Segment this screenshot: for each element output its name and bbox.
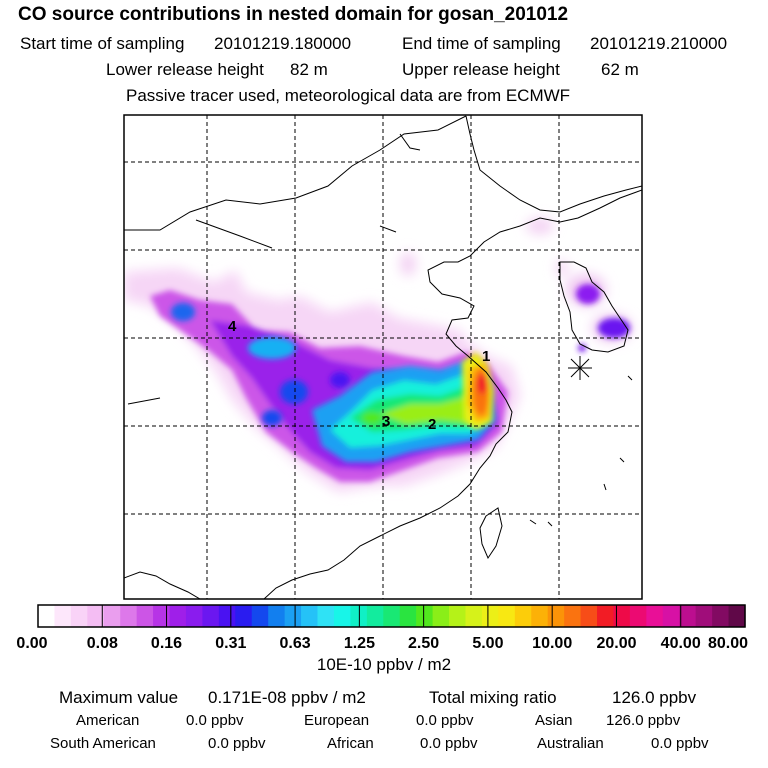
total-mixing-label: Total mixing ratio bbox=[429, 688, 557, 707]
colorbar-cell bbox=[54, 605, 72, 627]
colorbar-cell bbox=[613, 605, 631, 627]
max-value: 0.171E-08 ppbv / m2 bbox=[208, 688, 366, 707]
hotspot-label-2: 2 bbox=[428, 416, 436, 433]
colorbar-tick-label: 20.00 bbox=[596, 635, 636, 652]
colorbar-cell bbox=[629, 605, 647, 627]
colorbar-tick-label: 0.31 bbox=[215, 635, 246, 652]
colorbar-cell bbox=[728, 605, 746, 627]
region-name-african: African bbox=[327, 735, 374, 752]
colorbar-frame bbox=[37, 604, 746, 628]
colorbar-cell bbox=[333, 605, 351, 627]
colorbar-tick-label: 0.63 bbox=[280, 635, 311, 652]
colorbar-cell bbox=[547, 605, 565, 627]
end-time-value: 20101219.210000 bbox=[590, 34, 728, 53]
colorbar-cell bbox=[185, 605, 204, 627]
chart-title: CO source contributions in nested domain… bbox=[18, 4, 569, 25]
colorbar-tick-label: 0.16 bbox=[151, 635, 182, 652]
region-value-australian: 0.0 ppbv bbox=[651, 735, 709, 752]
colorbar-cell bbox=[498, 605, 516, 627]
region-value-african: 0.0 ppbv bbox=[420, 735, 478, 752]
total-mixing-value: 126.0 ppbv bbox=[612, 688, 697, 707]
colorbar-tick-label: 10.00 bbox=[532, 635, 572, 652]
colorbar-tick-labels: 0.00 0.08 0.16 0.31 0.63 1.25 2.50 5.00 10.00 20.… bbox=[16, 635, 748, 652]
colorbar-cell bbox=[514, 605, 532, 627]
end-time-label: End time of sampling bbox=[402, 34, 561, 53]
colorbar-tick-label: 1.25 bbox=[344, 635, 375, 652]
map-frame bbox=[123, 114, 643, 600]
region-value-european: 0.0 ppbv bbox=[416, 712, 474, 729]
colorbar-cell bbox=[399, 605, 417, 627]
colorbar-cell bbox=[70, 605, 88, 627]
colorbar-tick-label: 40.00 bbox=[661, 635, 701, 652]
colorbar-cell bbox=[432, 605, 450, 627]
region-value-south-american: 0.0 ppbv bbox=[208, 735, 266, 752]
colorbar-cell bbox=[580, 605, 598, 627]
lower-release-value: 82 m bbox=[290, 60, 328, 79]
colorbar-cell bbox=[695, 605, 713, 627]
max-value-label: Maximum value bbox=[59, 688, 179, 707]
hotspot-label-1: 1 bbox=[482, 348, 490, 365]
lower-release-label: Lower release height bbox=[106, 60, 264, 79]
colorbar-cell bbox=[103, 605, 121, 627]
colorbar-cell bbox=[317, 605, 335, 627]
colorbar-unit: 10E-10 ppbv / m2 bbox=[317, 655, 451, 674]
colorbar-cell bbox=[202, 605, 220, 627]
start-time-value: 20101219.180000 bbox=[214, 34, 352, 53]
upper-release-value: 62 m bbox=[601, 60, 639, 79]
colorbar-tick-label: 0.00 bbox=[16, 635, 47, 652]
colorbar-cell bbox=[662, 605, 680, 627]
plume-green bbox=[330, 374, 488, 448]
colorbar-cell bbox=[481, 605, 499, 627]
colorbar-cell bbox=[646, 605, 664, 627]
hotspot-label-3: 3 bbox=[382, 413, 390, 430]
colorbar-cell bbox=[235, 605, 253, 627]
colorbar-cell bbox=[465, 605, 483, 627]
hotspot-label-4: 4 bbox=[228, 318, 237, 335]
colorbar-cell bbox=[597, 605, 615, 627]
colorbar-cell bbox=[564, 605, 582, 627]
region-name-asian: Asian bbox=[535, 712, 573, 729]
region-name-south-american: South American bbox=[50, 735, 156, 752]
region-name-american: American bbox=[76, 712, 140, 729]
plume-field bbox=[124, 218, 632, 492]
upper-release-label: Upper release height bbox=[402, 60, 560, 79]
colorbar-cell bbox=[284, 605, 302, 627]
colorbar-cell bbox=[251, 605, 269, 627]
tracer-note: Passive tracer used, meteorological data… bbox=[126, 86, 571, 105]
coastlines bbox=[124, 115, 642, 599]
map-gridlines bbox=[124, 115, 642, 599]
colorbar-cell bbox=[366, 605, 384, 627]
colorbar-cell bbox=[218, 605, 236, 627]
colorbar-cell bbox=[416, 605, 434, 627]
colorbar-tick-label: 5.00 bbox=[472, 635, 503, 652]
colorbar-cell bbox=[169, 605, 187, 627]
colorbar-cell bbox=[136, 605, 154, 627]
colorbar-cell bbox=[531, 605, 549, 627]
region-name-european: European bbox=[304, 712, 370, 729]
colorbar-tick-label: 80.00 bbox=[708, 635, 748, 652]
colorbar-cell bbox=[38, 605, 56, 627]
colorbar-cell bbox=[383, 605, 401, 627]
region-value-asian: 126.0 ppbv bbox=[606, 712, 681, 729]
colorbar-cell bbox=[449, 605, 467, 627]
colorbar-cell bbox=[153, 605, 171, 627]
colorbar-cell bbox=[87, 605, 105, 627]
colorbar-cell bbox=[268, 605, 286, 627]
plume-core bbox=[462, 352, 494, 430]
colorbar-cell bbox=[301, 605, 319, 627]
receptor-marker bbox=[568, 356, 592, 380]
region-name-australian: Australian bbox=[537, 735, 604, 752]
start-time-label: Start time of sampling bbox=[20, 34, 185, 53]
region-value-american: 0.0 ppbv bbox=[186, 712, 244, 729]
colorbar bbox=[37, 604, 746, 628]
colorbar-cell bbox=[679, 605, 697, 627]
colorbar-tick-label: 0.08 bbox=[87, 635, 118, 652]
colorbar-tick-label: 2.50 bbox=[408, 635, 439, 652]
colorbar-cell bbox=[120, 605, 138, 627]
colorbar-cell bbox=[712, 605, 730, 627]
